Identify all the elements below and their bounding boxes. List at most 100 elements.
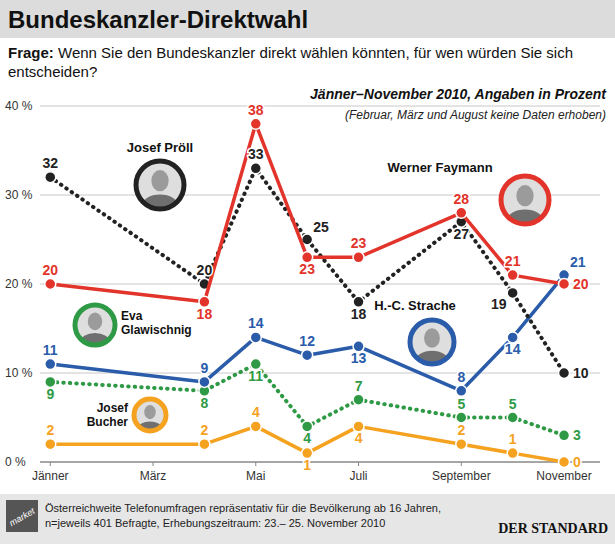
series-name: JosefBucher	[87, 401, 129, 429]
logo-text: market	[8, 506, 37, 529]
data-label: 1	[509, 431, 517, 447]
data-label: 9	[46, 386, 54, 402]
data-point	[559, 368, 570, 379]
data-point	[199, 439, 210, 450]
portrait-head	[88, 313, 102, 331]
x-axis-line	[40, 462, 600, 463]
data-label: 8	[201, 395, 209, 411]
data-label: 7	[355, 378, 363, 394]
data-label: 11	[43, 342, 58, 358]
data-point	[45, 359, 56, 370]
logo-box	[6, 500, 38, 532]
portraits: Werner Faymann Josef Pröll H.-C. Strache Ev…	[75, 140, 549, 436]
series-name: Werner Faymann	[387, 160, 492, 175]
x-tick	[50, 462, 51, 466]
portrait-ring	[410, 320, 454, 364]
grid-line	[40, 462, 600, 463]
subtitle: Jänner–November 2010, Angaben in Prozent	[310, 86, 607, 102]
data-point	[199, 376, 210, 387]
portrait-head	[516, 185, 533, 206]
data-label: 5	[457, 396, 465, 412]
data-label: 33	[248, 146, 264, 162]
data-label: 1	[303, 457, 311, 473]
data-label: 14	[505, 341, 521, 357]
data-label: 19	[491, 296, 507, 312]
data-label: 4	[252, 404, 260, 420]
x-tick-label: September	[432, 469, 491, 483]
data-label: 10	[573, 365, 589, 381]
data-label: 21	[570, 254, 586, 270]
data-label: 13	[351, 350, 367, 366]
portrait-ring	[75, 305, 115, 345]
x-tick-label: Juli	[350, 469, 368, 483]
data-label: 2	[201, 422, 209, 438]
question-label: Frage:	[8, 44, 54, 61]
data-label: 32	[42, 155, 58, 171]
data-point	[507, 412, 518, 423]
series-name: H.-C. Strache	[374, 298, 456, 313]
data-label: 4	[355, 430, 363, 446]
x-tick	[461, 462, 462, 466]
data-point	[250, 332, 261, 343]
x-tick-label: Mai	[246, 469, 265, 483]
data-labels: 2241421098114755311914121381421322033251…	[42, 102, 588, 473]
portrait-ring	[134, 399, 166, 431]
data-marks	[45, 118, 570, 467]
series-name: Josef Pröll	[127, 140, 193, 155]
data-point	[507, 448, 518, 459]
data-label: 20	[197, 262, 213, 278]
data-label: 18	[351, 306, 367, 322]
data-point	[302, 350, 313, 361]
data-label: 4	[303, 430, 311, 446]
series-line	[50, 168, 564, 373]
data-point	[45, 172, 56, 183]
page: Bundeskanzler-DirektwahlJänner–November …	[0, 0, 615, 544]
y-tick-label: 0 %	[5, 455, 26, 469]
y-tick-label: 30 %	[5, 188, 33, 202]
x-tick-label: März	[140, 469, 167, 483]
data-point	[559, 430, 570, 441]
series-name: EvaGlawischnig	[121, 309, 192, 337]
series-name-line: Josef	[97, 401, 129, 415]
portrait-ring	[136, 161, 184, 209]
footer-band	[0, 494, 615, 544]
data-label: 5	[509, 396, 517, 412]
grid-line	[40, 106, 600, 107]
source-line: n=jeweils 401 Befragte, Erhebungszeitrau…	[45, 517, 385, 529]
source-line: Österreichweite Telefonumfragen repräsen…	[45, 502, 441, 514]
x-tick	[255, 462, 256, 466]
y-tick-label: 40 %	[5, 99, 33, 113]
data-point	[456, 439, 467, 450]
x-tick	[153, 462, 154, 466]
data-label: 11	[248, 368, 263, 384]
portrait-head	[424, 328, 440, 347]
data-label: 25	[313, 219, 329, 235]
data-label: 23	[351, 235, 367, 251]
portrait: JosefBucher	[87, 399, 166, 436]
logo: market	[6, 500, 38, 532]
portrait: EvaGlawischnig	[75, 305, 192, 351]
x-tick-label: Jänner	[32, 469, 69, 483]
data-point	[559, 279, 570, 290]
data-label: 2	[457, 422, 465, 438]
note: (Februar, März und August keine Daten er…	[345, 108, 606, 122]
data-point	[559, 457, 570, 468]
x-tick-label: November	[536, 469, 591, 483]
data-point	[250, 118, 261, 129]
data-label: 9	[201, 360, 209, 376]
data-label: 38	[248, 102, 264, 118]
grid-line	[40, 284, 600, 285]
data-point	[250, 163, 261, 174]
series-name-line: Bucher	[87, 415, 129, 429]
data-point	[507, 287, 518, 298]
y-tick-label: 10 %	[5, 366, 33, 380]
data-label: 20	[42, 262, 58, 278]
x-tick	[358, 462, 359, 466]
data-point	[353, 252, 364, 263]
data-label: 8	[457, 369, 465, 385]
data-label: 21	[505, 253, 521, 269]
chart: Bundeskanzler-DirektwahlJänner–November …	[0, 0, 615, 544]
data-label: 2	[46, 422, 54, 438]
header-band	[0, 0, 615, 38]
question: Frage: Wenn Sie den Bundeskanzler direkt…	[8, 43, 606, 81]
